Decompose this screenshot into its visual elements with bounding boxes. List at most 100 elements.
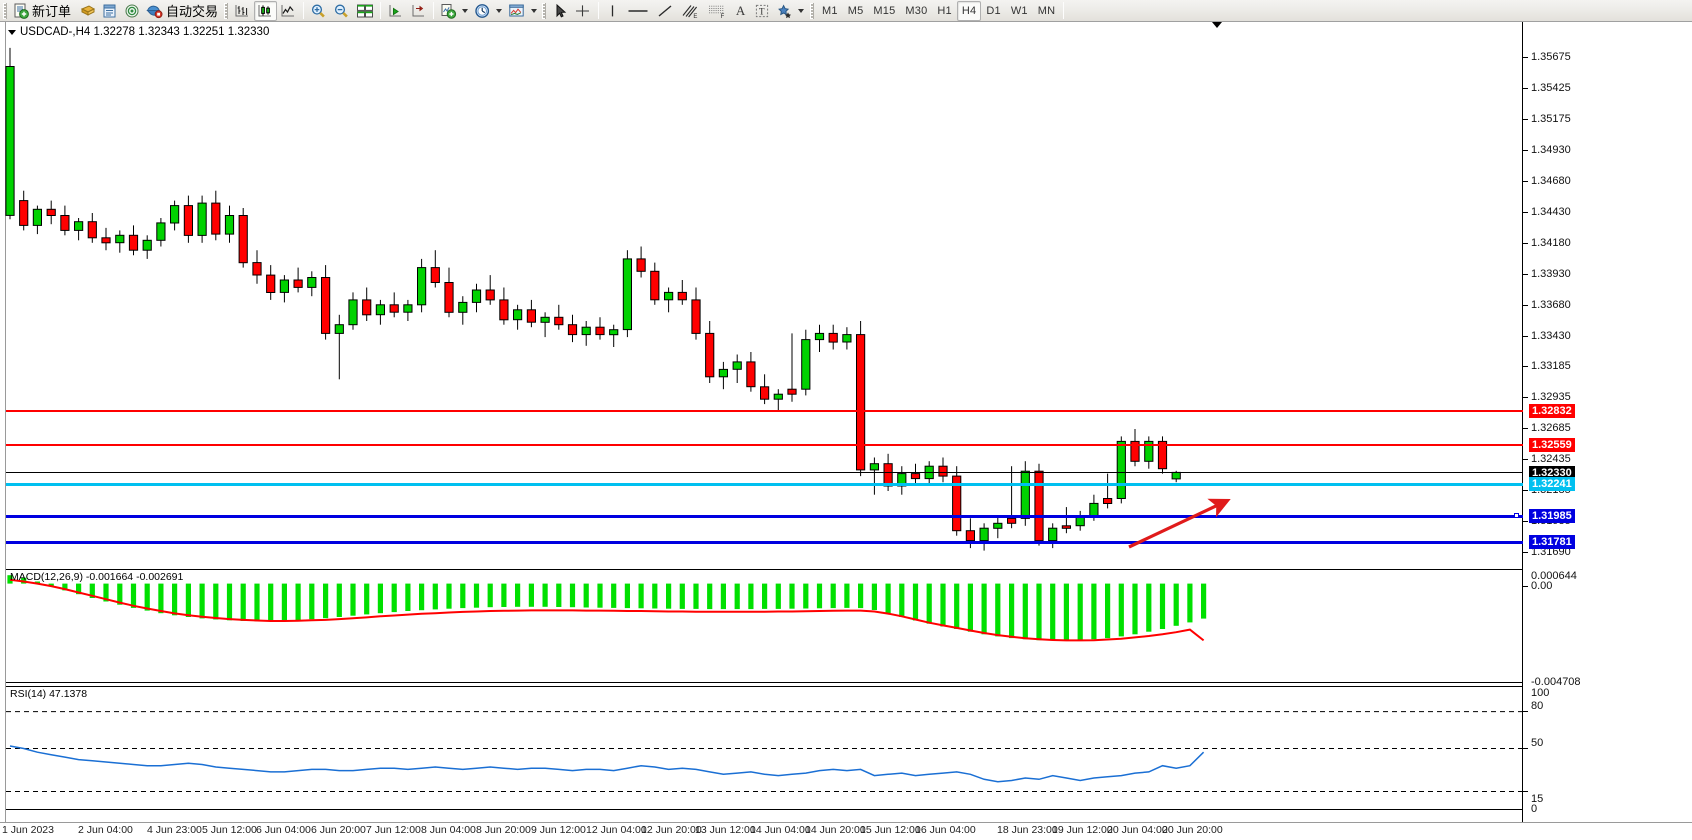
toolbar-grip[interactable] [3,2,7,19]
toolbar-separator-5 [1063,2,1065,19]
shapes-button[interactable] [773,1,796,21]
chart-window[interactable]: USDCAD-,H4 1.32278 1.32343 1.32251 1.323… [0,22,1692,840]
horizontal-line-button[interactable] [623,1,653,21]
timeframe-mn[interactable]: MN [1033,1,1061,21]
trendline-button[interactable] [653,1,677,21]
price-tick [1523,551,1528,553]
macd-axis-label-zero: 0.00 [1531,580,1553,592]
data-window-button[interactable] [99,1,121,21]
time-tick-label: 5 Jun 12:00 [202,824,257,836]
timeframe-d1-label: D1 [986,4,1001,17]
vertical-line-button[interactable] [602,1,623,21]
timeframe-m1[interactable]: M1 [817,1,843,21]
timeframe-h4[interactable]: H4 [956,0,982,21]
text-button[interactable]: A [730,1,751,21]
price-tick-label: 1.32685 [1531,422,1571,435]
price-tick [1523,180,1528,182]
price-tick-label: 1.32435 [1531,453,1571,466]
toolbar-grip-3[interactable] [542,2,547,19]
price-level-tag-1.32559[interactable]: 1.32559 [1529,438,1575,452]
rsi-pane[interactable]: RSI(14) 47.1378 [6,686,1523,810]
time-scale[interactable]: 1 Jun 2023 2 Jun 04:00 4 Jun 23:00 5 Jun 12… [0,822,1692,840]
price-tick [1523,57,1528,59]
price-level-line-1.32832[interactable] [6,410,1523,413]
templates-button[interactable] [505,1,529,21]
price-pane[interactable] [5,38,1523,563]
timeframe-m5[interactable]: M5 [843,1,869,21]
timeframe-h1[interactable]: H1 [932,1,956,21]
candlestick-chart-button[interactable] [254,0,278,21]
indicators-dropdown-arrow[interactable] [462,8,469,13]
price-tick-label: 1.35175 [1531,113,1571,126]
time-tick-label: 9 Jun 12:00 [531,824,586,836]
zoom-in-button[interactable] [307,1,330,21]
shapes-dropdown-arrow[interactable] [798,8,805,13]
price-level-line-1.32559[interactable] [6,444,1523,446]
templates-dropdown-arrow[interactable] [531,8,538,13]
period-dropdown-arrow[interactable] [496,8,503,13]
timeframe-m30[interactable]: M30 [900,1,932,21]
price-level-tag-1.31985[interactable]: 1.31985 [1529,509,1575,524]
zoom-out-button[interactable] [330,1,353,21]
price-level-tag-1.31781[interactable]: 1.31781 [1529,534,1575,549]
svg-text:T: T [759,6,765,16]
bar-chart-icon [235,4,249,16]
timeframe-w1[interactable]: W1 [1006,1,1033,21]
rsi-axis-label-50: 50 [1531,737,1544,749]
price-tick-label: 1.33930 [1531,267,1571,280]
price-level-tag-1.32241[interactable]: 1.32241 [1529,477,1575,492]
terminal-button[interactable] [77,1,99,21]
line-chart-button[interactable] [277,1,300,21]
tile-windows-button[interactable] [353,1,377,21]
crosshair-button[interactable] [570,1,595,21]
new-order-button[interactable] [10,1,32,21]
price-level-anchor[interactable] [1514,513,1519,519]
auto-trading-button[interactable] [143,1,166,21]
up-trend-arrow[interactable] [1125,493,1245,553]
chevron-down-icon[interactable] [8,29,16,35]
fibonacci-retracement-button[interactable]: F [703,1,730,21]
time-tick-label: 8 Jun 04:00 [421,824,476,836]
time-tick-label: 18 Jun 23:00 [997,824,1058,836]
cursor-button[interactable] [549,1,570,21]
price-level-line-1.32241[interactable] [6,483,1523,487]
symbol-info-line[interactable]: USDCAD-,H4 1.32278 1.32343 1.32251 1.323… [8,26,269,38]
chart-shift-button[interactable] [384,1,407,21]
navigator-button[interactable] [121,1,143,21]
new-order-label[interactable]: 新订单 [32,4,72,19]
price-tick-label: 1.31690 [1531,545,1571,558]
data-window-icon [103,4,116,17]
price-tick [1523,521,1528,523]
rsi-tick-15 [1523,791,1528,792]
toolbar-grip-2[interactable] [224,2,229,19]
pane-collapse-marker[interactable] [1212,22,1222,28]
crosshair-icon [576,4,590,16]
price-level-tag-1.32330[interactable]: 1.32330 [1529,466,1575,481]
chart-autoscroll-button[interactable] [407,1,430,21]
price-level-line-1.32330[interactable] [6,472,1523,474]
indicators-button[interactable] [437,1,460,21]
price-level-tag-1.32832[interactable]: 1.32832 [1529,404,1575,419]
price-level-line-1.31781[interactable] [6,540,1523,544]
equidistant-channel-button[interactable]: E [677,1,703,21]
timeframe-h1-label: H1 [937,4,952,17]
toolbar-separator-2 [380,2,382,19]
toolbar-grip-4[interactable] [810,2,815,19]
timeframe-m15-label: M15 [873,4,896,17]
time-tick-label: 14 Jun 04:00 [750,824,811,836]
text-label-button[interactable]: T [751,1,773,21]
timeframe-d1[interactable]: D1 [981,1,1005,21]
indicators-icon [441,3,457,19]
rsi-tick-80 [1523,711,1528,712]
timeframe-m5-label: M5 [847,4,864,17]
price-scale[interactable]: 1.35675 1.35425 1.35175 1.34930 1.34680 1.344… [1523,22,1692,822]
time-tick-label: 4 Jun 23:00 [147,824,202,836]
price-tick-label: 1.35425 [1531,82,1571,95]
price-level-line-1.31985[interactable] [6,515,1523,519]
bar-chart-button[interactable] [231,1,254,21]
time-tick-label: 6 Jun 20:00 [311,824,366,836]
macd-pane[interactable]: MACD(12,26,9) -0.001664 -0.002691 [6,569,1523,683]
timeframe-m15[interactable]: M15 [868,1,900,21]
period-button[interactable] [471,1,494,21]
auto-trading-label[interactable]: 自动交易 [166,4,219,19]
